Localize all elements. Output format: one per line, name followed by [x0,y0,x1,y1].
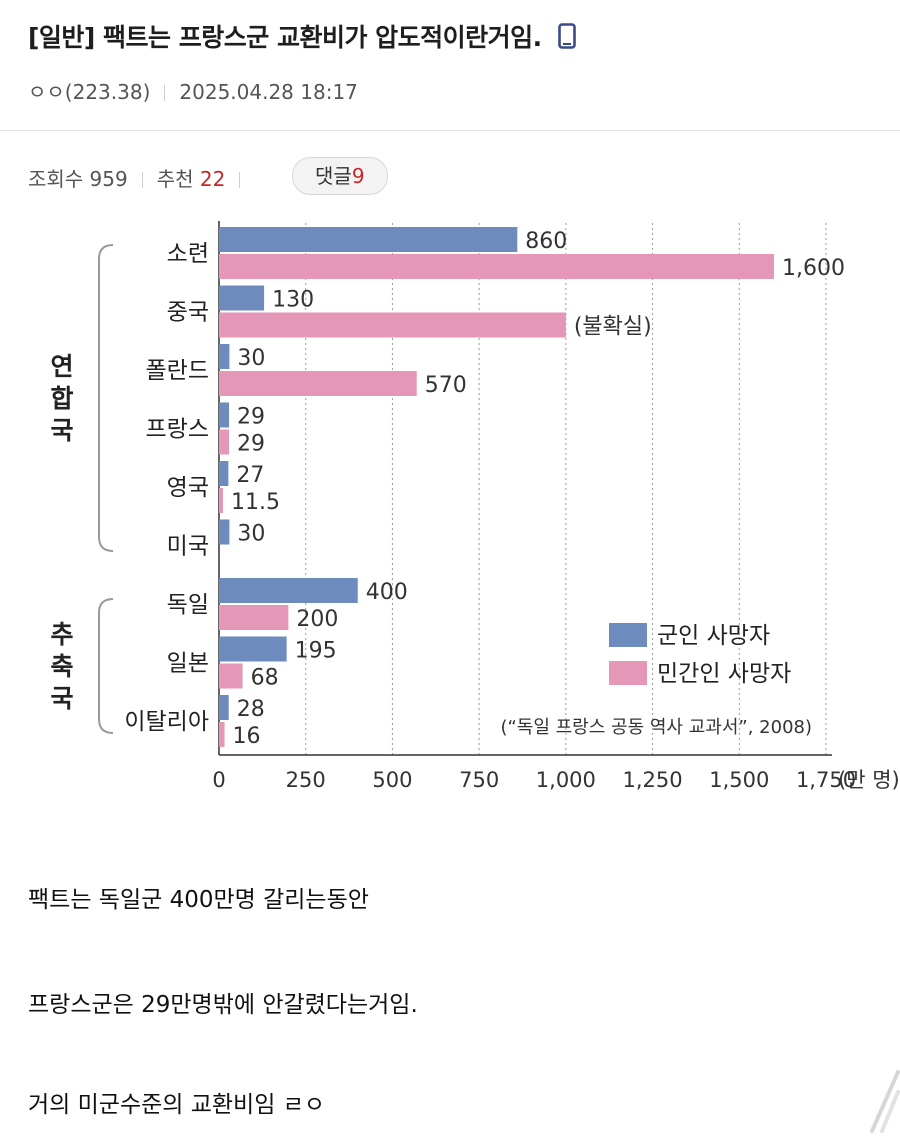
bar-value-label: 29 [237,405,265,430]
category-label: 일본 [167,651,209,677]
legend-label: 군인 사망자 [657,623,770,649]
stats-divider [141,172,143,188]
category-label: 소련 [167,241,209,267]
meta-divider [164,85,166,101]
axis-bracket [98,598,114,734]
bar-value-label: 30 [237,346,265,371]
stats-divider [239,172,241,188]
military-bar [219,227,518,252]
bar-value-label: (불확실) [574,315,652,340]
civilian-bar [219,488,223,513]
civilian-bar [219,605,289,630]
bar-value-label: 195 [295,639,337,664]
chart-source-note: (“독일 프랑스 공동 역사 교과서”, 2008) [500,717,812,738]
allies-bracket [98,244,114,552]
bar-value-label: 200 [296,607,338,632]
military-bar [219,636,287,662]
x-tick-label: 1,000 [536,768,596,792]
category-label: 중국 [167,300,209,326]
post-title-text: [일반] 팩트는 프랑스군 교환비가 압도적이란거임. [28,23,542,52]
header-divider [0,130,900,131]
comment-count: 9 [351,164,365,188]
military-bar [219,285,265,311]
category-label: 프랑스 [146,417,209,443]
civilian-bar [219,371,417,396]
bar-value-label: 29 [237,432,265,457]
x-tick-label: 1,250 [623,768,683,792]
x-tick-label: 500 [372,768,412,792]
civilian-bar [219,312,566,338]
bar-value-label: 28 [237,697,265,722]
bar-value-label: 130 [272,288,314,313]
bar-value-label: 11.5 [231,490,280,515]
chart-svg: 0 250 500 750 1,000 1,250 1,500 1,750(만 명) 소련 860… [50,221,900,792]
legend-swatch [609,661,647,685]
mobile-phone-icon [558,23,576,55]
post-title: [일반] 팩트는 프랑스군 교환비가 압도적이란거임. [28,18,576,55]
category-label: 이탈리아 [124,709,209,735]
comment-button[interactable]: 댓글9 [292,157,388,195]
bar-value-label: 1,600 [782,256,845,281]
x-tick-label: 750 [459,768,499,792]
body-line-2: 프랑스군은 29만명밖에 안갈렸다는거임. [28,992,418,1018]
x-tick-label: 1,500 [709,768,769,792]
recommend-count: 22 [199,167,226,191]
category-label: 영국 [167,475,209,501]
post-datetime: 2025.04.28 18:17 [179,80,358,104]
military-bar [219,578,358,603]
military-bar [219,461,229,486]
civilian-bar [219,722,225,747]
bar-value-label: 16 [233,724,261,749]
bar-value-label: 570 [425,373,467,398]
view-count: 조회수 959 [28,167,128,191]
bar-value-label: 860 [525,229,567,254]
civilian-bar [219,663,243,689]
comment-label: 댓글 [315,164,352,188]
post-header: [일반] 팩트는 프랑스군 교환비가 압도적이란거임. ㅇㅇ(223.38) 20… [0,0,900,130]
military-bar [219,695,229,720]
category-label: 독일 [167,592,209,618]
bar-value-label: 400 [366,580,408,605]
post-stats: 조회수 959 추천 22 [28,163,254,192]
bar-value-label: 27 [236,463,264,488]
bar-value-label: 68 [251,666,279,691]
civilian-bar [219,254,774,279]
legend-swatch [609,623,647,647]
recommend-label: 추천 [156,167,194,191]
casualty-chart: 0 250 500 750 1,000 1,250 1,500 1,750 (만 명) 소련 860… [0,205,900,815]
scroll-corner-icon [870,1070,900,1137]
body-line-1: 팩트는 독일군 400만명 갈리는동안 [28,887,369,913]
x-tick-label: 0 [212,768,225,792]
x-unit-label: (만 명) [838,768,900,792]
author-name[interactable]: ㅇㅇ(223.38) [28,80,151,104]
category-label: 폴란드 [146,358,209,384]
bar-value-label: 30 [237,522,265,547]
category-label: 미국 [167,534,209,560]
legend-label: 민간인 사망자 [657,661,791,687]
military-bar [219,344,230,369]
military-bar [219,519,230,545]
civilian-bar [219,429,230,455]
x-tick-label: 250 [286,768,326,792]
x-tick-label: 1,750 [796,768,856,792]
body-line-3: 거의 미군수준의 교환비임 ㄹㅇ [28,1092,326,1118]
post-meta: ㅇㅇ(223.38) 2025.04.28 18:17 [28,76,358,105]
military-bar [219,402,230,428]
